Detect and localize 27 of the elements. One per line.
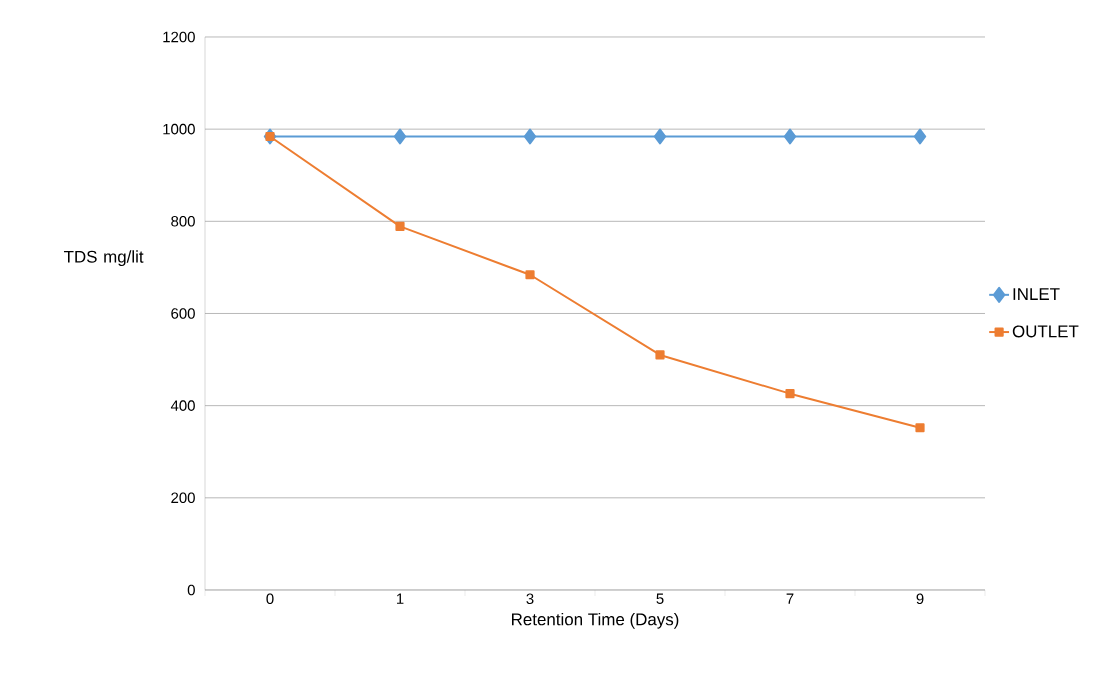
x-tick-label: 3: [526, 593, 534, 605]
y-axis-title: TDS mg/lit: [63, 250, 144, 267]
point: [915, 423, 925, 433]
y-tick-label: 600: [171, 308, 195, 319]
x-tick-label: 1: [396, 593, 404, 604]
point: [913, 128, 927, 145]
x-axis-title: Retention Time (Days): [512, 612, 679, 629]
point: [653, 128, 667, 145]
y-tick-label: 1000: [163, 123, 195, 135]
point: [395, 221, 405, 231]
point: [783, 128, 797, 145]
x-tick-label: 9: [916, 593, 924, 605]
x-tick-label: 0: [266, 593, 274, 605]
point: [525, 270, 535, 280]
point: [785, 389, 795, 399]
y-tick-label: 1200: [163, 31, 195, 43]
point: [523, 128, 537, 145]
x-tick-label: 5: [656, 593, 664, 604]
y-tick-label: 0: [187, 584, 195, 596]
y-tick-label: 400: [170, 400, 195, 411]
y-tick-label: 800: [171, 216, 195, 227]
legend-label: OUTLET: [1012, 325, 1079, 338]
y-tick-label: 200: [171, 492, 195, 504]
legend-label: INLET: [1013, 288, 1060, 300]
point: [393, 128, 407, 145]
x-tick-label: 7: [786, 593, 794, 604]
point: [655, 350, 665, 360]
